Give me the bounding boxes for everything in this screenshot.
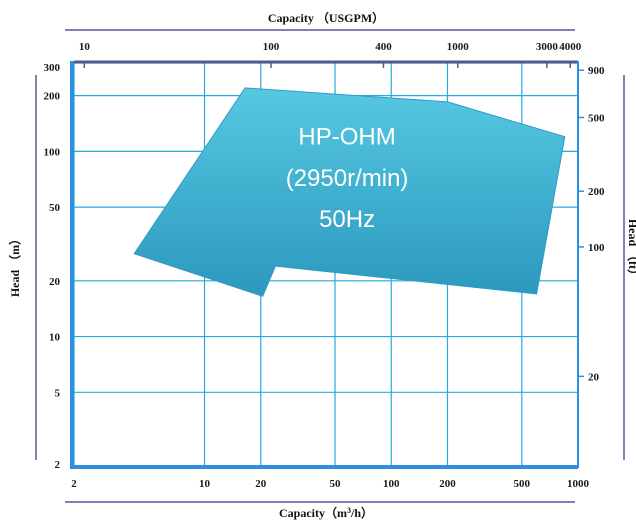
left-tick-label-100: 100 (44, 146, 61, 158)
bottom-axis-title-prefix: Capacity（m (279, 505, 347, 520)
bottom-axis-title: Capacity（m3/h） (279, 505, 373, 520)
left-tick-label-2: 2 (55, 459, 61, 471)
left-tick-label-5: 5 (55, 387, 61, 399)
top-tick-label-1000: 1000 (447, 41, 470, 53)
left-tick-label-50: 50 (49, 202, 61, 214)
top-tick-label-400: 400 (375, 41, 392, 53)
top-tick-labels: 10 100 400 1000 3000 4000 (79, 41, 582, 68)
left-tick-labels: 2 5 10 20 50 100 200 300 (44, 62, 61, 471)
bottom-tick-label-50: 50 (330, 478, 342, 490)
right-axis-title: Head （ft） (626, 219, 636, 281)
top-tick-label-100: 100 (263, 41, 280, 53)
bottom-tick-label-1000: 1000 (567, 478, 590, 490)
top-tick-label-3000: 3000 (536, 41, 559, 53)
bottom-tick-label-100: 100 (383, 478, 400, 490)
top-tick-label-4000: 4000 (559, 41, 582, 53)
bottom-tick-label-200: 200 (439, 478, 456, 490)
right-tick-label-900: 900 (588, 65, 605, 77)
left-tick-label-10: 10 (49, 332, 61, 344)
bottom-axis-title-superscript: 3 (347, 506, 351, 515)
bottom-axis-title-suffix: /h） (350, 505, 373, 520)
bottom-tick-label-10: 10 (199, 478, 211, 490)
hp-ohm-region (133, 87, 566, 297)
right-tick-label-20: 20 (588, 371, 600, 383)
right-tick-labels: 20 100 200 500 900 (578, 65, 605, 383)
region-label-model: HP-OHM (298, 124, 395, 151)
region-label-frequency: 50Hz (319, 206, 375, 233)
left-axis-title: Head （m） (7, 233, 22, 297)
left-tick-label-300: 300 (44, 62, 61, 74)
top-axis-title: Capacity （USGPM） (268, 10, 384, 25)
plot-frame (70, 60, 579, 469)
left-tick-label-20: 20 (49, 276, 61, 288)
bottom-tick-label-20: 20 (255, 478, 267, 490)
region-label-speed: (2950r/min) (286, 165, 409, 192)
axis-decoration-bars (35, 29, 625, 503)
top-tick-label-10: 10 (79, 41, 91, 53)
bottom-tick-labels: 2 10 20 50 100 200 500 1000 (71, 478, 589, 490)
bottom-tick-label-2: 2 (71, 478, 77, 490)
bottom-tick-label-500: 500 (514, 478, 531, 490)
right-tick-label-100: 100 (588, 242, 605, 254)
left-tick-label-200: 200 (44, 91, 61, 103)
right-tick-label-500: 500 (588, 112, 605, 124)
right-tick-label-200: 200 (588, 186, 605, 198)
